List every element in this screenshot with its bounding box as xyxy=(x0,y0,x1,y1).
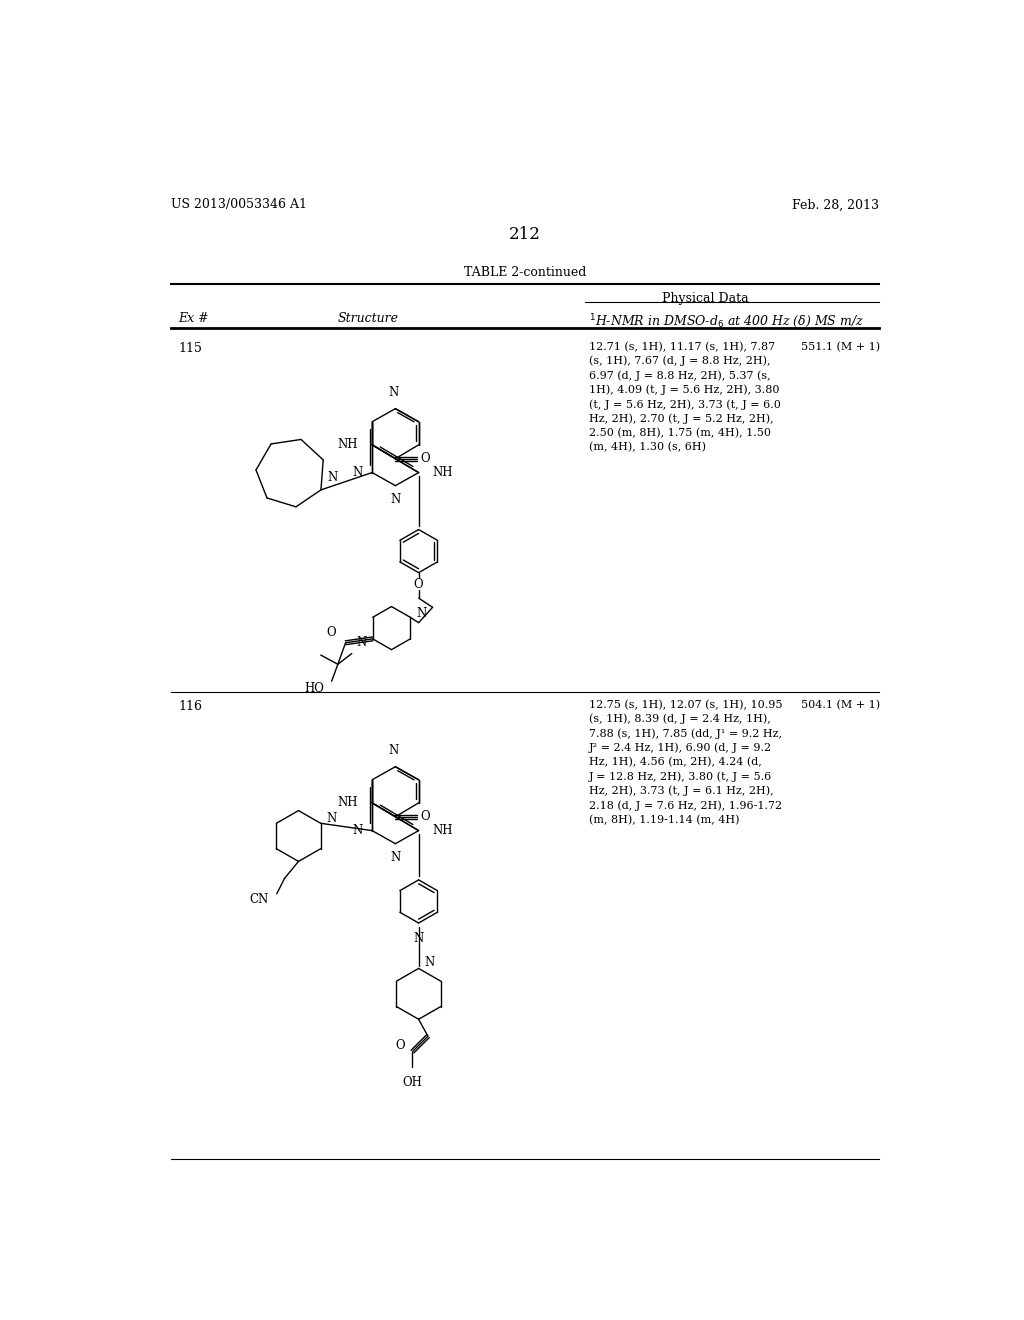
Text: N: N xyxy=(352,466,362,479)
Text: $^{1}$H-NMR in DMSO-d$_{6}$ at 400 Hz (δ) MS m/z: $^{1}$H-NMR in DMSO-d$_{6}$ at 400 Hz (δ… xyxy=(589,313,864,330)
Text: NH: NH xyxy=(338,438,358,451)
Text: N: N xyxy=(425,956,435,969)
Text: O: O xyxy=(420,810,430,824)
Text: OH: OH xyxy=(402,1076,422,1089)
Text: O: O xyxy=(420,453,430,465)
Text: Physical Data: Physical Data xyxy=(663,293,749,305)
Text: N: N xyxy=(356,636,367,649)
Text: N: N xyxy=(327,471,337,483)
Text: NH: NH xyxy=(432,466,453,479)
Text: N: N xyxy=(390,494,400,507)
Text: N: N xyxy=(417,607,427,620)
Text: TABLE 2-continued: TABLE 2-continued xyxy=(464,267,586,280)
Text: N: N xyxy=(414,932,424,945)
Text: 115: 115 xyxy=(178,342,203,355)
Text: NH: NH xyxy=(338,796,358,809)
Text: N: N xyxy=(388,387,398,400)
Text: N: N xyxy=(352,824,362,837)
Text: 116: 116 xyxy=(178,700,203,713)
Text: 12.75 (s, 1H), 12.07 (s, 1H), 10.95
(s, 1H), 8.39 (d, J = 2.4 Hz, 1H),
7.88 (s, : 12.75 (s, 1H), 12.07 (s, 1H), 10.95 (s, … xyxy=(589,700,782,825)
Text: Feb. 28, 2013: Feb. 28, 2013 xyxy=(792,198,879,211)
Text: N: N xyxy=(327,812,337,825)
Text: NH: NH xyxy=(432,824,453,837)
Text: 12.71 (s, 1H), 11.17 (s, 1H), 7.87
(s, 1H), 7.67 (d, J = 8.8 Hz, 2H),
6.97 (d, J: 12.71 (s, 1H), 11.17 (s, 1H), 7.87 (s, 1… xyxy=(589,342,781,453)
Text: O: O xyxy=(327,626,336,639)
Text: HO: HO xyxy=(304,682,324,696)
Text: Ex #: Ex # xyxy=(178,313,209,326)
Text: US 2013/0053346 A1: US 2013/0053346 A1 xyxy=(171,198,306,211)
Text: O: O xyxy=(414,578,424,591)
Text: O: O xyxy=(395,1039,404,1052)
Text: 212: 212 xyxy=(509,226,541,243)
Text: 504.1 (M + 1): 504.1 (M + 1) xyxy=(801,700,880,710)
Text: Structure: Structure xyxy=(338,313,398,326)
Text: N: N xyxy=(388,744,398,758)
Text: 551.1 (M + 1): 551.1 (M + 1) xyxy=(801,342,880,352)
Text: N: N xyxy=(390,851,400,865)
Text: CN: CN xyxy=(250,894,269,907)
